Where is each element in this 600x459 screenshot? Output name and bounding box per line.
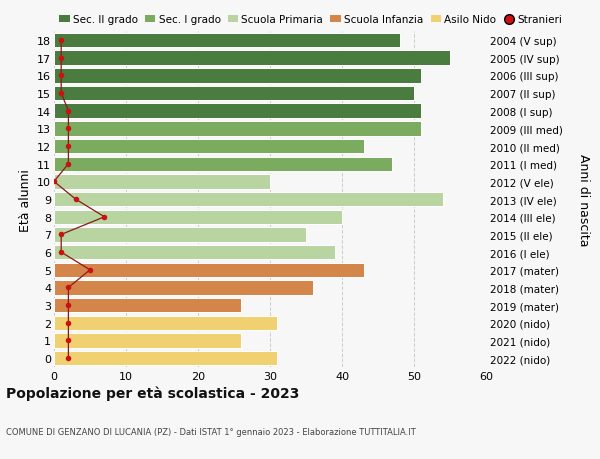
Bar bbox=[54, 104, 421, 119]
Point bbox=[100, 213, 109, 221]
Bar bbox=[54, 157, 392, 172]
Y-axis label: Età alunni: Età alunni bbox=[19, 168, 32, 231]
Bar bbox=[54, 316, 277, 330]
Point bbox=[49, 179, 59, 186]
Bar bbox=[54, 228, 306, 242]
Legend: Sec. II grado, Sec. I grado, Scuola Primaria, Scuola Infanzia, Asilo Nido, Stran: Sec. II grado, Sec. I grado, Scuola Prim… bbox=[59, 15, 562, 25]
Bar bbox=[54, 246, 335, 260]
Point bbox=[64, 337, 73, 344]
Bar bbox=[54, 34, 400, 48]
Bar bbox=[54, 69, 421, 84]
Point bbox=[56, 90, 66, 97]
Bar bbox=[54, 87, 414, 101]
Bar bbox=[54, 210, 342, 224]
Bar bbox=[54, 192, 443, 207]
Bar bbox=[54, 298, 241, 313]
Point bbox=[64, 125, 73, 133]
Bar bbox=[54, 140, 364, 154]
Point bbox=[64, 302, 73, 309]
Point bbox=[56, 55, 66, 62]
Point bbox=[71, 196, 80, 203]
Point bbox=[56, 231, 66, 239]
Text: Popolazione per età scolastica - 2023: Popolazione per età scolastica - 2023 bbox=[6, 386, 299, 400]
Point bbox=[64, 319, 73, 327]
Bar bbox=[54, 175, 270, 189]
Point bbox=[64, 284, 73, 291]
Text: COMUNE DI GENZANO DI LUCANIA (PZ) - Dati ISTAT 1° gennaio 2023 - Elaborazione TU: COMUNE DI GENZANO DI LUCANIA (PZ) - Dati… bbox=[6, 427, 416, 436]
Point bbox=[56, 37, 66, 45]
Bar bbox=[54, 51, 450, 66]
Point bbox=[64, 108, 73, 115]
Point bbox=[56, 73, 66, 80]
Bar bbox=[54, 280, 313, 295]
Point bbox=[64, 143, 73, 151]
Point bbox=[64, 355, 73, 362]
Bar bbox=[54, 263, 364, 277]
Point bbox=[56, 249, 66, 256]
Bar bbox=[54, 122, 421, 136]
Point bbox=[64, 161, 73, 168]
Y-axis label: Anni di nascita: Anni di nascita bbox=[577, 153, 590, 246]
Point bbox=[85, 267, 95, 274]
Bar bbox=[54, 334, 241, 348]
Bar bbox=[54, 351, 277, 366]
